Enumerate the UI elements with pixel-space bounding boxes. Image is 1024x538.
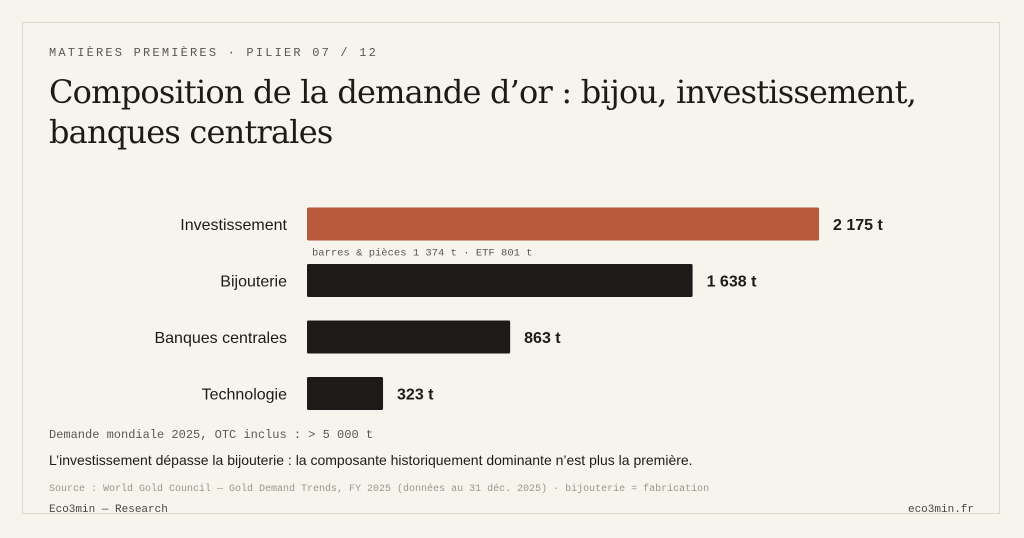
bar-investissement	[307, 207, 819, 241]
card-frame	[22, 22, 1000, 514]
chart-title: Composition de la demande d’or : bijou, …	[49, 73, 917, 151]
value-label-technologie: 323 t	[397, 387, 434, 404]
source-note: Source : World Gold Council — Gold Deman…	[49, 484, 710, 495]
bar-banques-centrales	[307, 320, 511, 354]
category-label-technologie: Technologie	[202, 387, 288, 404]
category-label-bijouterie: Bijouterie	[220, 274, 287, 291]
bar-bijouterie	[307, 264, 693, 297]
site-link[interactable]: eco3min.fr	[907, 504, 974, 516]
total-demand-note: Demande mondiale 2025, OTC inclus : > 5 …	[49, 428, 374, 442]
value-label-investissement: 2 175 t	[833, 217, 883, 234]
value-label-bijouterie: 1 638 t	[707, 274, 757, 291]
takeaway-text: L’investissement dépasse la bijouterie :…	[49, 452, 693, 468]
bar-annotation: barres & pièces 1 374 t · ETF 801 t	[312, 248, 533, 260]
category-label-banques-centrales: Banques centrales	[154, 330, 287, 347]
brand-label: Eco3min — Research	[49, 504, 168, 516]
value-label-banques-centrales: 863 t	[524, 330, 561, 347]
kicker-label: MATIÈRES PREMIÈRES · PILIER 07 / 12	[49, 46, 379, 60]
category-label-investissement: Investissement	[180, 217, 287, 234]
bar-technologie	[307, 377, 384, 410]
